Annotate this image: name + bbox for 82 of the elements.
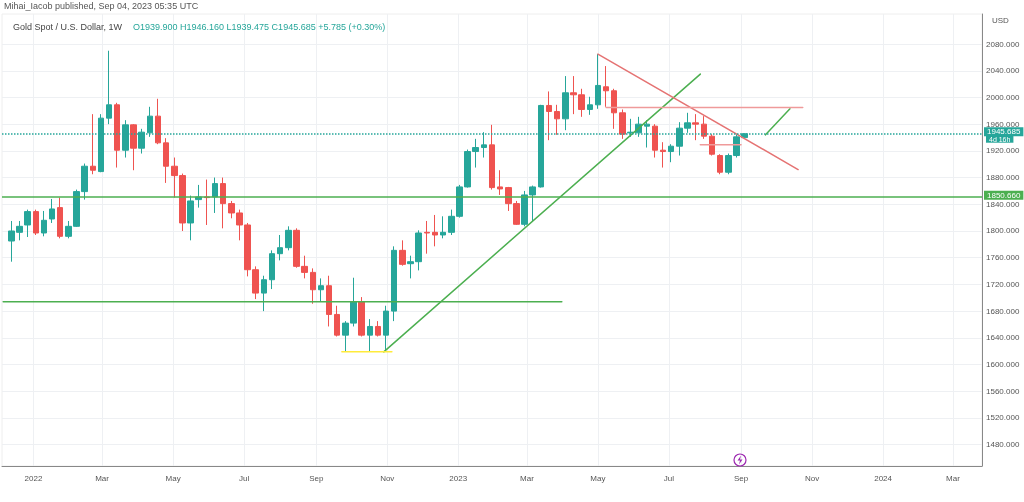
candlestick — [130, 123, 137, 171]
x-tick-label: Mar — [520, 473, 535, 483]
candlestick — [391, 245, 397, 322]
x-tick-label: Jul — [238, 473, 250, 483]
x-tick-label: Nov — [804, 473, 820, 483]
x-tick-label: 2022 — [24, 473, 43, 483]
text: Mihai_Iacob published, Sep 04, 2023 05:35 UTC — [4, 1, 199, 11]
candlestick — [717, 153, 723, 175]
candlestick — [432, 214, 438, 247]
x-tick-label: 2023 — [449, 473, 468, 483]
candlestick — [701, 115, 707, 140]
x-tick-label: Mar — [95, 473, 110, 483]
candlestick — [692, 113, 699, 141]
ref-line-label: 1850.660 — [987, 190, 1021, 200]
candlestick — [261, 275, 267, 312]
candlestick — [114, 102, 120, 169]
candlestick — [49, 198, 55, 224]
candlestick — [155, 98, 161, 145]
y-tick-label: 1680.000 — [986, 306, 1020, 316]
y-tick-label: 1960.000 — [986, 119, 1020, 129]
x-tick-label: Mar — [946, 473, 961, 483]
candlestick — [334, 305, 340, 337]
text: O1939.900 H1946.160 L1939.475 C1945.685 +5.785 (+0.30%) — [133, 21, 386, 32]
candlestick — [367, 318, 373, 353]
y-tick-label: 1640.000 — [986, 333, 1020, 343]
candlestick — [269, 249, 275, 290]
candlestick — [399, 239, 406, 267]
candlestick — [310, 267, 316, 305]
y-tick-label: 1880.000 — [986, 173, 1020, 183]
candlestick — [326, 275, 332, 327]
candlestick — [375, 320, 381, 337]
ref-line-label: 1945.685 — [987, 127, 1021, 137]
y-tick-label: 1600.000 — [986, 360, 1020, 370]
y-tick-label: 1560.000 — [986, 386, 1020, 396]
y-tick-label: 2080.000 — [986, 39, 1020, 49]
candlestick — [277, 234, 283, 261]
candlestick — [41, 210, 47, 237]
candlestick — [660, 141, 666, 169]
y-tick-label: 1800.000 — [986, 226, 1020, 236]
candlestick — [318, 277, 324, 302]
candlestick — [619, 108, 626, 140]
x-tick-label: Sep — [733, 473, 749, 483]
candlestick — [611, 88, 617, 130]
candlestick — [187, 195, 194, 241]
candlestick — [562, 75, 569, 131]
candlestick — [220, 177, 226, 229]
candlestick — [106, 50, 112, 125]
y-tick-label: 1760.000 — [986, 253, 1020, 263]
y-tick-label: 1920.000 — [986, 146, 1020, 156]
x-tick-label: May — [590, 473, 606, 483]
x-tick-label: 2024 — [874, 473, 893, 483]
candlestick — [440, 215, 446, 239]
candlestick — [546, 90, 552, 141]
y-tick-label: 1520.000 — [986, 413, 1020, 423]
candlestick — [163, 137, 169, 184]
y-axis-title: USD — [992, 15, 1010, 25]
candlestick — [497, 169, 503, 196]
x-tick-label: Nov — [380, 473, 395, 483]
candlestick — [587, 96, 593, 116]
candlestick — [668, 143, 674, 163]
candlestick — [24, 209, 31, 238]
candlestick — [424, 220, 430, 255]
candlestick — [603, 65, 609, 108]
y-tick-label: 2040.000 — [986, 66, 1020, 76]
x-tick-label: Jul — [663, 473, 675, 483]
candlestick — [33, 209, 39, 236]
candlestick — [652, 123, 658, 159]
y-tick-label: 1840.000 — [986, 199, 1020, 209]
candlestick — [57, 197, 63, 239]
candlestick — [90, 113, 96, 175]
candlestick — [554, 104, 560, 136]
candlestick — [595, 53, 601, 110]
x-tick-label: Sep — [309, 473, 324, 483]
candlestick — [212, 177, 218, 214]
candlestick — [489, 124, 495, 191]
candlestick — [285, 225, 292, 251]
candlestick — [358, 296, 365, 337]
x-tick-label: May — [165, 473, 181, 483]
y-tick-label: 2000.000 — [986, 92, 1020, 102]
text: Gold Spot / U.S. Dollar, 1W — [13, 21, 123, 32]
y-tick-label: 1720.000 — [986, 279, 1020, 289]
y-tick-label: 1480.000 — [986, 440, 1020, 450]
